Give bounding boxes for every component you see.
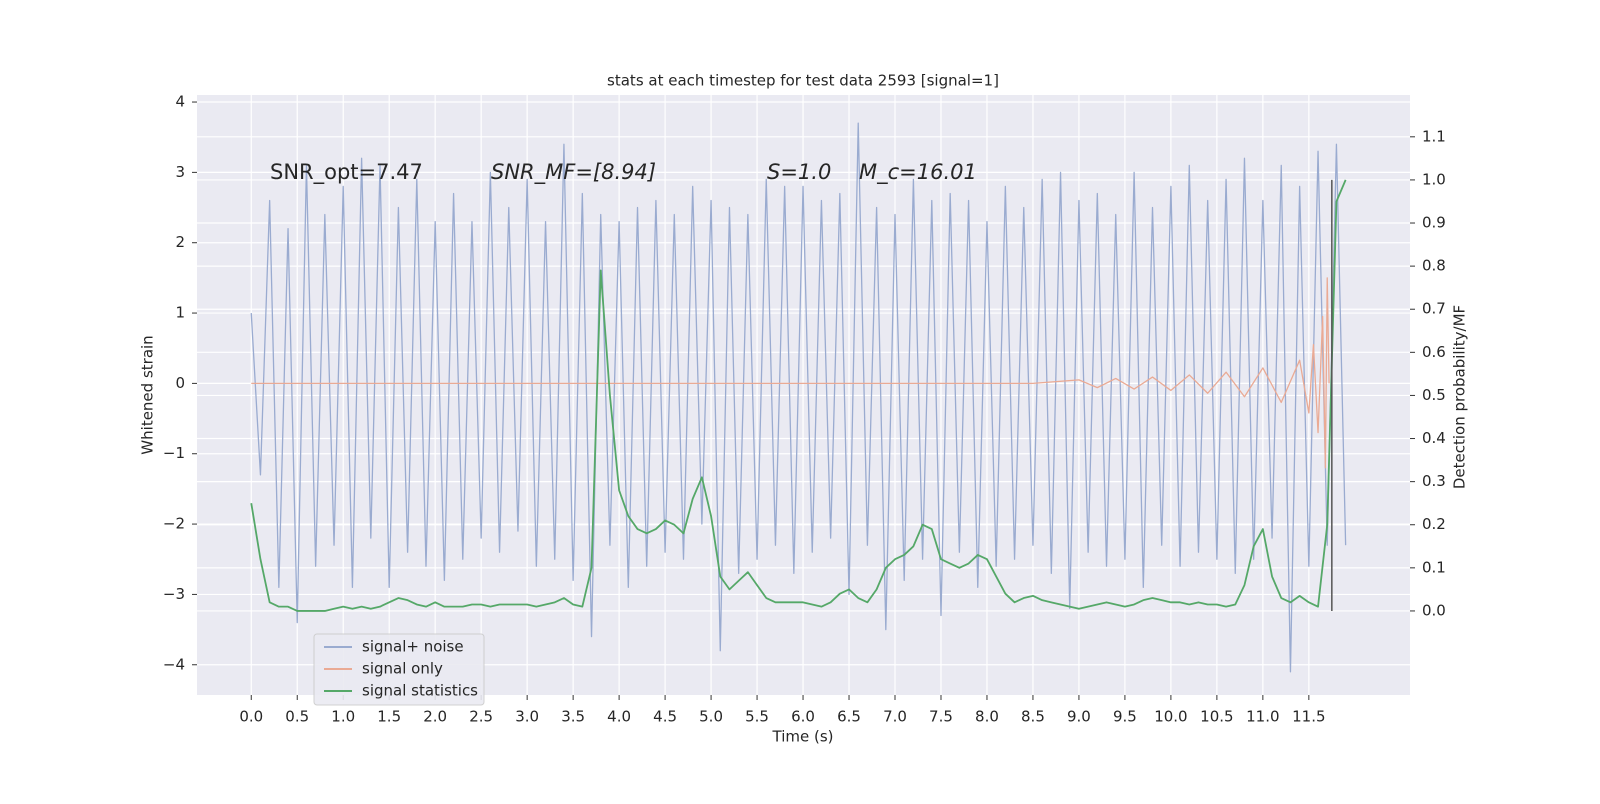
x-tick-label: 11.5 bbox=[1292, 708, 1325, 726]
series-line bbox=[250, 179, 1347, 612]
y-tick-label: −3 bbox=[163, 585, 185, 603]
x-tick-label: 6.0 bbox=[791, 708, 815, 726]
series-line bbox=[250, 122, 1347, 673]
y-tick-label: 2 bbox=[175, 233, 185, 251]
annotation: SNR_opt=7.47 bbox=[270, 160, 423, 185]
y2-tick-label: 0.0 bbox=[1422, 601, 1446, 619]
y2-tick-label: 0.6 bbox=[1422, 343, 1446, 361]
y2-tick-label: 0.8 bbox=[1422, 257, 1446, 275]
annotation: SNR_MF=[8.94] bbox=[491, 160, 656, 185]
chart-title: stats at each timestep for test data 259… bbox=[607, 72, 999, 90]
x-tick-label: 9.0 bbox=[1067, 708, 1091, 726]
x-tick-label: 9.5 bbox=[1113, 708, 1137, 726]
y-tick-label: 4 bbox=[175, 93, 185, 111]
y2-tick-label: 0.3 bbox=[1422, 472, 1446, 490]
y2-tick-label: 0.2 bbox=[1422, 515, 1446, 533]
x-tick-label: 3.0 bbox=[515, 708, 539, 726]
annotation: S=1.0 bbox=[767, 160, 831, 184]
y2-tick-label: 0.5 bbox=[1422, 386, 1446, 404]
y-tick-label: 1 bbox=[175, 304, 185, 322]
legend-label: signal statistics bbox=[362, 682, 478, 700]
y2-tick-label: 1.0 bbox=[1422, 170, 1446, 188]
y-axis-label: Whitened strain bbox=[139, 335, 157, 454]
y2-tick-label: 0.9 bbox=[1422, 214, 1446, 232]
x-tick-label: 1.0 bbox=[331, 708, 355, 726]
legend-label: signal+ noise bbox=[362, 638, 464, 656]
x-tick-label: 0.0 bbox=[239, 708, 263, 726]
x-tick-label: 2.5 bbox=[469, 708, 493, 726]
marks bbox=[250, 122, 1347, 673]
x-tick-label: 2.0 bbox=[423, 708, 447, 726]
x-tick-label: 10.0 bbox=[1154, 708, 1187, 726]
overlay: SNR_opt=7.47 SNR_MF=[8.94] S=1.0 M_c=16.01s… bbox=[270, 160, 977, 706]
y2-tick-label: 1.1 bbox=[1422, 127, 1446, 145]
x-tick-label: 7.0 bbox=[883, 708, 907, 726]
x-tick-label: 7.5 bbox=[929, 708, 953, 726]
x-tick-label: 4.0 bbox=[607, 708, 631, 726]
series-line bbox=[251, 277, 1330, 469]
x-tick-label: 6.5 bbox=[837, 708, 861, 726]
y2-axis-label: Detection probability/MF bbox=[1451, 305, 1469, 489]
x-tick-label: 8.5 bbox=[1021, 708, 1045, 726]
x-tick-label: 5.0 bbox=[699, 708, 723, 726]
y-tick-label: 3 bbox=[175, 163, 185, 181]
x-axis-label: Time (s) bbox=[772, 728, 834, 746]
x-tick-label: 10.5 bbox=[1200, 708, 1233, 726]
x-tick-label: 4.5 bbox=[653, 708, 677, 726]
x-tick-label: 1.5 bbox=[377, 708, 401, 726]
y2-tick-label: 0.7 bbox=[1422, 300, 1446, 318]
y2-tick-label: 0.1 bbox=[1422, 558, 1446, 576]
annotation: M_c=16.01 bbox=[859, 160, 977, 185]
y-tick-label: −4 bbox=[163, 655, 185, 673]
y-tick-label: −2 bbox=[163, 515, 185, 533]
x-tick-label: 11.0 bbox=[1246, 708, 1279, 726]
y-tick-label: 0 bbox=[175, 374, 185, 392]
x-tick-label: 3.5 bbox=[561, 708, 585, 726]
y-tick-label: −1 bbox=[163, 444, 185, 462]
y2-tick-label: 0.4 bbox=[1422, 429, 1446, 447]
legend-box bbox=[313, 633, 485, 706]
legend-label: signal only bbox=[362, 660, 443, 678]
x-tick-label: 0.5 bbox=[285, 708, 309, 726]
x-tick-label: 8.0 bbox=[975, 708, 999, 726]
x-tick-label: 5.5 bbox=[745, 708, 769, 726]
